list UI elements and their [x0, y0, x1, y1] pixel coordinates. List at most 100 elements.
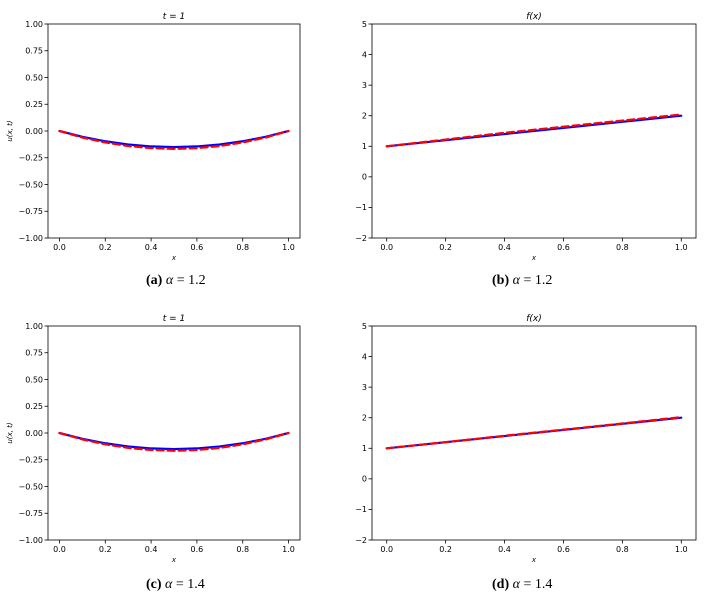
chart-c-xtick-label: 1.0 — [282, 545, 295, 554]
chart-b-xtick-label: 0.4 — [498, 243, 511, 252]
chart-a-frame — [47, 23, 301, 239]
chart-a-ytick-label: −0.75 — [18, 207, 43, 216]
chart-a-xlabel: x — [171, 254, 177, 262]
panel-a: 0.0 0.2 0.4 0.6 0.8 1.0 1.00 0.75 0.50 0.25 0.00 −0… — [0, 0, 352, 300]
chart-d-ytick-label: 2 — [362, 414, 367, 423]
chart-a-xtick-label: 0.0 — [53, 243, 66, 252]
chart-a-ytick-label: −0.50 — [18, 180, 43, 189]
caption-c-value: = 1.4 — [175, 577, 205, 592]
chart-a-series-dashed-line — [58, 129, 290, 150]
chart-a-ytick-label: 0.50 — [25, 73, 43, 82]
chart-b-xlabel: x — [531, 254, 537, 262]
chart-c-xlabel: x — [171, 556, 177, 564]
chart-c-title: t = 1 — [163, 314, 186, 324]
caption-d-value: = 1.4 — [523, 577, 553, 592]
chart-b-xtick-label: 0.8 — [616, 243, 629, 252]
chart-c-ytick-label: 0.25 — [25, 402, 43, 411]
chart-a-ytick-label: −1.00 — [18, 234, 43, 243]
chart-a: 0.0 0.2 0.4 0.6 0.8 1.0 1.00 0.75 0.50 0.25 0.00 −0… — [6, 12, 301, 262]
chart-c-ytick-label: −0.25 — [18, 456, 43, 465]
chart-a-xtick-label: 0.4 — [145, 243, 158, 252]
chart-c-xtick-label: 0.0 — [53, 545, 66, 554]
chart-c-ytick-label: 0.00 — [25, 429, 43, 438]
chart-b-ytick-label: −1 — [355, 203, 367, 212]
caption-d-param: α — [512, 577, 520, 592]
caption-a-value: = 1.2 — [176, 273, 206, 288]
chart-c-xtick-label: 0.6 — [191, 545, 204, 554]
chart-d-ytick-label: −1 — [355, 505, 367, 514]
caption-b-label: (b) — [492, 273, 510, 288]
chart-c-ytick-label: −0.50 — [18, 482, 43, 491]
chart-b: 0.0 0.2 0.4 0.6 0.8 1.0 5 4 3 2 1 0 −1 −2 f(x) x — [355, 12, 697, 262]
chart-a-xtick-label: 1.0 — [282, 243, 295, 252]
chart-d-ytick-label: −2 — [355, 536, 367, 545]
chart-d-xtick-label: 0.4 — [498, 545, 511, 554]
chart-d-xtick-label: 1.0 — [675, 545, 688, 554]
chart-d: 0.0 0.2 0.4 0.6 0.8 1.0 5 4 3 2 1 0 −1 −2 f(x) x — [355, 314, 697, 564]
chart-a-ytick-label: 1.00 — [25, 20, 43, 29]
chart-c-ytick-label: 1.00 — [25, 322, 43, 331]
chart-d-ytick-label: 3 — [362, 383, 367, 392]
chart-b-ytick-label: 2 — [362, 112, 367, 121]
caption-a-param: α — [165, 273, 174, 288]
chart-d-xtick-label: 0.8 — [616, 545, 629, 554]
chart-c-ytick-label: 0.50 — [25, 375, 43, 384]
caption-b-param: α — [512, 273, 520, 288]
chart-b-ytick-label: −2 — [355, 234, 367, 243]
caption-c-param: α — [165, 577, 173, 592]
chart-c-xtick-label: 0.2 — [99, 545, 112, 554]
chart-b-series-dashed-line — [385, 113, 683, 148]
chart-b-ytick-label: 4 — [362, 50, 367, 59]
caption-a-label: (a) — [146, 273, 163, 288]
caption-c-label: (c) — [146, 577, 162, 592]
chart-a-ytick-label: 0.25 — [25, 100, 43, 109]
panel-d: 0.0 0.2 0.4 0.6 0.8 1.0 5 4 3 2 1 0 −1 −2 f(x) x (d) α … — [352, 302, 704, 602]
chart-b-title: f(x) — [526, 12, 542, 22]
chart-d-ytick-label: 4 — [362, 352, 367, 361]
chart-c-series-dashed-line — [58, 431, 290, 452]
chart-b-ytick-label: 5 — [362, 20, 367, 29]
chart-c-ytick-label: 0.75 — [25, 349, 43, 358]
chart-d-frame — [371, 325, 697, 541]
chart-a-ytick-label: 0.75 — [25, 47, 43, 56]
chart-a-ytick-label: −0.25 — [18, 154, 43, 163]
chart-d-ytick-label: 5 — [362, 322, 367, 331]
chart-b-ytick-label: 0 — [362, 173, 367, 182]
chart-c-frame — [47, 325, 301, 541]
chart-b-xtick-label: 1.0 — [675, 243, 688, 252]
chart-d-ytick-label: 0 — [362, 475, 367, 484]
caption-a: (a) α = 1.2 — [146, 273, 206, 289]
chart-d-title: f(x) — [526, 314, 542, 324]
chart-b-frame — [371, 23, 697, 239]
chart-c-ylabel: u(x, t) — [6, 422, 14, 444]
chart-a-xtick-label: 0.8 — [236, 243, 249, 252]
chart-b-xtick-label: 0.6 — [557, 243, 570, 252]
chart-c: 0.0 0.2 0.4 0.6 0.8 1.0 1.00 0.75 0.50 0.25 0.00 −0… — [6, 314, 301, 564]
chart-a-ylabel: u(x, t) — [6, 120, 14, 142]
chart-c-xtick-label: 0.8 — [236, 545, 249, 554]
chart-d-xtick-label: 0.2 — [439, 545, 452, 554]
chart-c-xtick-label: 0.4 — [145, 545, 158, 554]
caption-d: (d) α = 1.4 — [492, 577, 552, 593]
panel-b: 0.0 0.2 0.4 0.6 0.8 1.0 5 4 3 2 1 0 −1 −2 f(x) x (b) α … — [352, 0, 704, 300]
chart-a-ytick-label: 0.00 — [25, 127, 43, 136]
chart-b-ytick-label: 3 — [362, 81, 367, 90]
chart-b-xtick-label: 0.2 — [439, 243, 452, 252]
caption-c: (c) α = 1.4 — [146, 577, 205, 593]
chart-c-ytick-label: −0.75 — [18, 509, 43, 518]
panel-c: 0.0 0.2 0.4 0.6 0.8 1.0 1.00 0.75 0.50 0.25 0.00 −0… — [0, 302, 352, 602]
caption-d-label: (d) — [492, 577, 510, 592]
chart-d-xtick-label: 0.6 — [557, 545, 570, 554]
chart-c-ytick-label: −1.00 — [18, 536, 43, 545]
chart-a-xtick-label: 0.6 — [191, 243, 204, 252]
chart-d-series-dashed-line — [385, 415, 683, 450]
chart-b-ytick-label: 1 — [362, 142, 367, 151]
chart-a-xtick-label: 0.2 — [99, 243, 112, 252]
caption-b-value: = 1.2 — [523, 273, 553, 288]
chart-b-xtick-label: 0.0 — [380, 243, 393, 252]
chart-d-xtick-label: 0.0 — [380, 545, 393, 554]
chart-d-xlabel: x — [531, 556, 537, 564]
chart-d-ytick-label: 1 — [362, 444, 367, 453]
chart-a-title: t = 1 — [163, 12, 186, 22]
caption-b: (b) α = 1.2 — [492, 273, 552, 289]
